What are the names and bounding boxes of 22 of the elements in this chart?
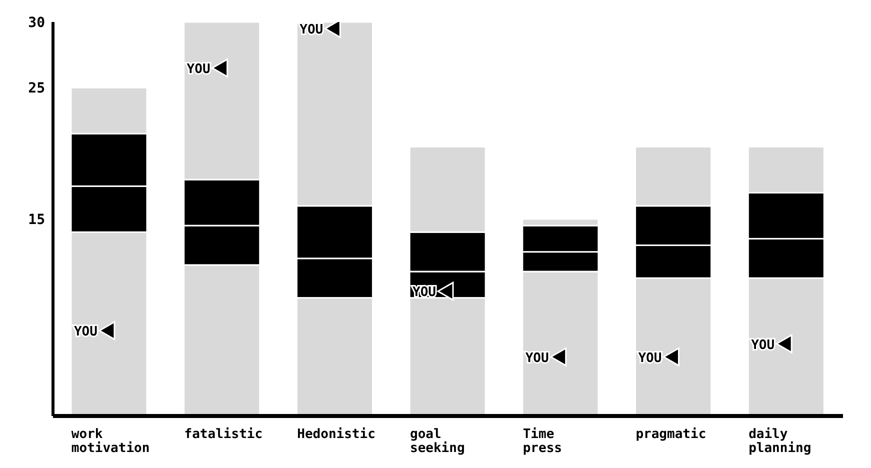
point <box>212 58 228 78</box>
point <box>776 334 792 354</box>
text: YOU <box>186 62 210 77</box>
x-tick-label: Time press <box>522 427 562 456</box>
point <box>550 347 567 366</box>
x-tick-label: goal seeking <box>410 427 465 456</box>
text: YOU <box>751 338 775 353</box>
x-tick-label: fatalistic <box>184 427 263 442</box>
point <box>98 321 116 340</box>
text: YOU <box>638 350 662 366</box>
x-tick-label: Hedonistic <box>297 427 376 442</box>
x-tick-label: work motivation <box>71 427 150 456</box>
y-tick-label: 25 <box>28 80 45 97</box>
point <box>662 347 680 366</box>
y-tick-label: 30 <box>28 14 45 31</box>
text: YOU <box>525 350 549 366</box>
text: YOU <box>300 22 324 38</box>
x-tick-label: pragmatic <box>636 427 706 442</box>
series-label: YOU <box>74 324 98 340</box>
text: YOU <box>412 285 436 300</box>
y-tick-label: 15 <box>28 212 45 228</box>
x-tick-label: daily planning <box>748 427 812 456</box>
